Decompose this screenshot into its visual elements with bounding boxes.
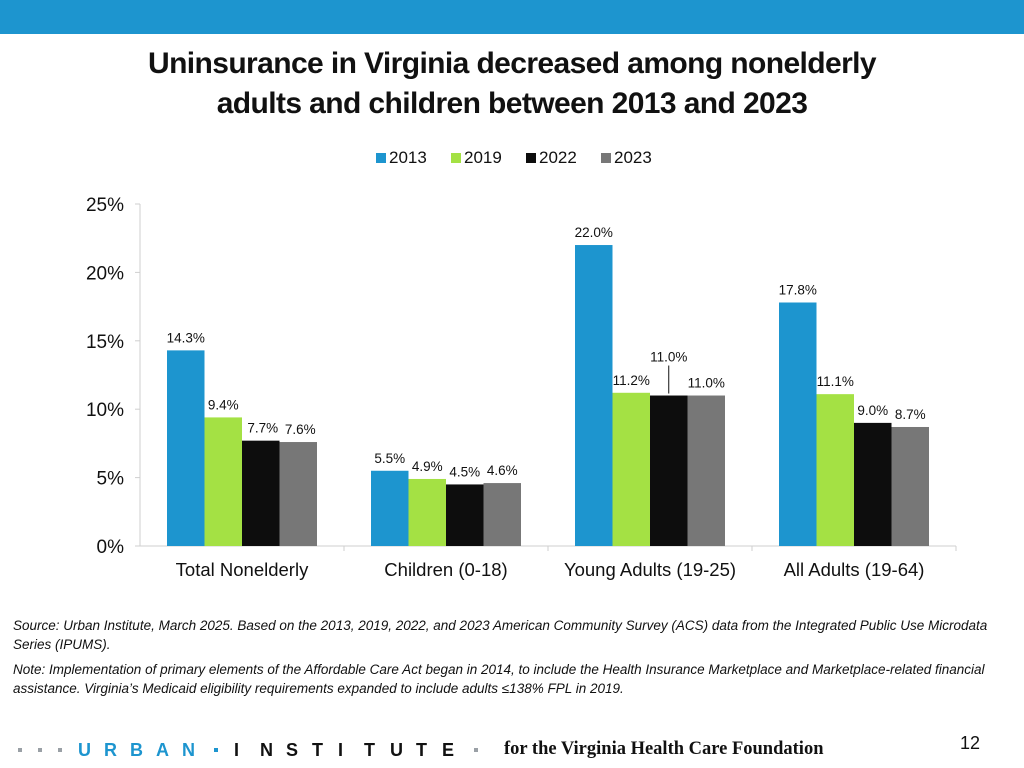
- y-tick-label: 20%: [86, 263, 124, 284]
- legend-label-2013: 2013: [389, 148, 427, 167]
- logo-letter: U: [390, 739, 403, 760]
- logo-letter: T: [416, 739, 427, 760]
- data-label-2019: 11.2%: [613, 373, 650, 388]
- legend-label-2023: 2023: [614, 148, 652, 167]
- page-title: Uninsurance in Virginia decreased among …: [40, 44, 984, 124]
- bar-2022: [854, 422, 892, 546]
- data-label-2023: 11.0%: [688, 376, 725, 391]
- logo-dot-icon: [18, 748, 22, 752]
- category-label: Children (0-18): [384, 559, 507, 580]
- top-accent-bar: [0, 0, 1024, 34]
- data-label-2013: 22.0%: [575, 225, 613, 240]
- implementation-note: Note: Implementation of primary elements…: [13, 662, 985, 696]
- bar-2023: [279, 442, 317, 546]
- bar-2013: [575, 245, 613, 546]
- bar-2022: [242, 440, 280, 546]
- logo-letter: E: [442, 739, 455, 760]
- data-label-2022: 4.5%: [449, 464, 480, 479]
- legend-label-2019: 2019: [464, 148, 502, 167]
- bar-2023: [891, 426, 929, 546]
- bar-2023: [687, 395, 725, 546]
- y-tick-label: 15%: [86, 332, 124, 353]
- logo-letter: R: [104, 739, 117, 760]
- bar-2019: [612, 392, 650, 546]
- data-label-2013: 17.8%: [779, 282, 817, 297]
- foundation-credit: for the Virginia Health Care Foundation: [504, 739, 824, 759]
- legend-swatch-2022: [526, 153, 536, 163]
- legend-label-2022: 2022: [539, 148, 577, 167]
- bar-2022: [650, 395, 688, 546]
- data-label-2019: 11.1%: [817, 374, 854, 389]
- data-label-2023: 7.6%: [285, 422, 316, 437]
- data-label-2019: 4.9%: [412, 459, 443, 474]
- logo-dot-icon: [38, 748, 42, 752]
- legend-swatch-2023: [601, 153, 611, 163]
- logo-dot-icon: [474, 748, 478, 752]
- logo-letter: T: [364, 739, 375, 760]
- source-note: Source: Urban Institute, March 2025. Bas…: [13, 618, 988, 652]
- logo-letter: S: [286, 739, 299, 760]
- y-tick-label: 0%: [97, 537, 125, 558]
- logo-dot-icon: [58, 748, 62, 752]
- bar-2013: [167, 350, 205, 546]
- logo-letter: N: [260, 739, 273, 760]
- logo-separator-icon: [214, 748, 218, 752]
- logo-letter: B: [130, 739, 143, 760]
- legend-swatch-2013: [376, 153, 386, 163]
- data-label-2013: 14.3%: [167, 330, 205, 345]
- data-label-2023: 8.7%: [895, 407, 926, 422]
- data-label-2022: 9.0%: [857, 403, 888, 418]
- bar-2019: [204, 417, 242, 546]
- logo-letter: T: [312, 739, 323, 760]
- data-label-2022: 7.7%: [247, 421, 278, 436]
- logo-letter: N: [182, 739, 195, 760]
- uninsurance-bar-chart: 2013 2019 2022 2023 0% 5% 10% 15% 20% 25% Total No…: [86, 148, 957, 580]
- notes-block: Source: Urban Institute, March 2025. Bas…: [13, 617, 1013, 705]
- title-line-1: Uninsurance in Virginia decreased among …: [148, 47, 877, 80]
- bar-2013: [779, 302, 817, 546]
- bar-2013: [371, 470, 409, 546]
- logo-letter: A: [156, 739, 169, 760]
- category-label: All Adults (19-64): [784, 559, 925, 580]
- logo-letter: I: [338, 739, 344, 760]
- logo-letter: I: [234, 739, 240, 760]
- data-label-2023: 4.6%: [487, 463, 518, 478]
- bar-2022: [446, 484, 484, 546]
- category-label: Total Nonelderly: [176, 559, 309, 580]
- y-tick-label: 25%: [86, 195, 124, 216]
- bar-2019: [816, 394, 854, 546]
- logo-letter: U: [78, 739, 91, 760]
- bar-2023: [483, 483, 521, 546]
- data-label-2019: 9.4%: [208, 397, 239, 412]
- y-tick-label: 10%: [86, 400, 124, 421]
- data-label-2022: 11.0%: [650, 350, 687, 365]
- page-number: 12: [960, 733, 981, 753]
- legend-swatch-2019: [451, 153, 461, 163]
- data-label-2013: 5.5%: [374, 451, 405, 466]
- y-tick-label: 5%: [97, 469, 125, 490]
- bar-2019: [408, 478, 446, 546]
- title-line-2: adults and children between 2013 and 202…: [216, 87, 808, 120]
- category-label: Young Adults (19-25): [564, 559, 736, 580]
